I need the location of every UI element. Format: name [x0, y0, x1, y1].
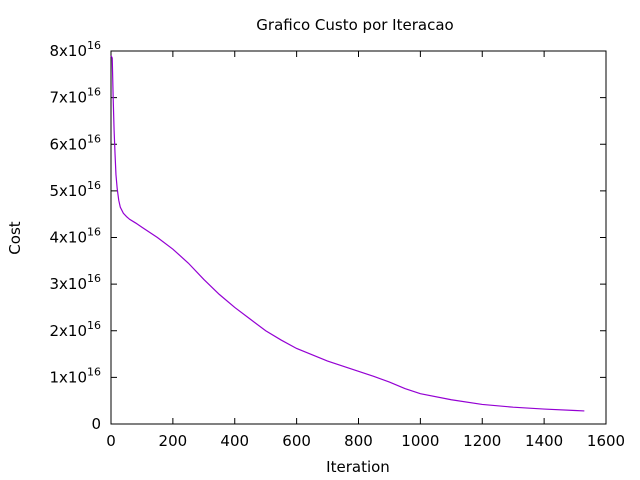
y-tick-label: 8x1016	[49, 39, 101, 60]
y-tick-label: 6x1016	[49, 132, 101, 153]
x-tick-label: 1200	[463, 432, 501, 450]
x-tick-label: 200	[159, 432, 188, 450]
x-axis: 0 200 400 600 800 1000 1200 1400 1600	[106, 51, 625, 450]
x-axis-label: Iteration	[326, 458, 390, 476]
y-tick-label: 0	[91, 415, 101, 433]
y-tick-label: 4x1016	[49, 226, 101, 247]
plot-frame	[110, 50, 607, 425]
y-axis-label: Cost	[6, 221, 24, 254]
x-tick-label: 1000	[401, 432, 439, 450]
x-tick-label: 1600	[587, 432, 625, 450]
cost-series-line	[110, 55, 585, 412]
x-tick-label: 1400	[525, 432, 563, 450]
y-tick-label: 3x1016	[49, 272, 101, 293]
x-tick-label: 0	[106, 432, 116, 450]
y-tick-label: 5x1016	[49, 179, 101, 200]
y-tick-label: 2x1016	[49, 319, 101, 340]
chart-title: Grafico Custo por Iteracao	[256, 16, 453, 34]
x-tick-label: 800	[344, 432, 373, 450]
y-tick-label: 7x1016	[49, 86, 101, 107]
y-axis: 0 1x1016 2x1016 3x1016 4x1016 5x1016 6x1016 7x1…	[49, 39, 606, 433]
x-tick-label: 600	[282, 432, 311, 450]
x-tick-label: 400	[220, 432, 249, 450]
y-tick-label: 1x1016	[49, 365, 101, 386]
